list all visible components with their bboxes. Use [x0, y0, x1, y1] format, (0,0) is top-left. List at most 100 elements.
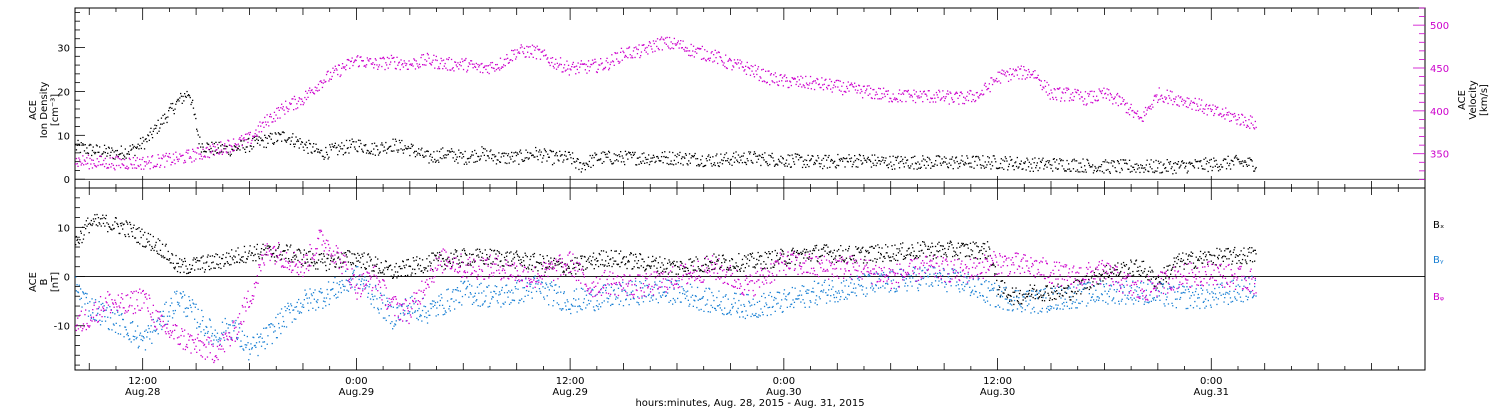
data-point	[120, 145, 122, 147]
data-point	[119, 166, 122, 169]
data-point	[600, 152, 603, 154]
data-point	[437, 260, 439, 262]
data-point	[575, 65, 578, 67]
data-point	[785, 162, 787, 164]
data-point	[1036, 293, 1038, 295]
data-point	[1219, 248, 1221, 250]
data-point	[963, 164, 966, 166]
data-point	[231, 257, 233, 259]
data-point	[846, 157, 848, 159]
data-point	[652, 157, 654, 159]
data-point	[524, 56, 526, 58]
data-point	[1224, 118, 1226, 120]
data-point	[937, 96, 939, 99]
data-point	[238, 261, 241, 264]
data-point	[676, 43, 678, 45]
data-point	[1237, 119, 1239, 121]
data-point	[1094, 275, 1096, 277]
data-point	[815, 82, 817, 84]
data-point	[475, 152, 477, 155]
data-point	[131, 231, 133, 233]
data-point	[257, 253, 259, 255]
data-point	[143, 161, 146, 163]
data-point	[295, 306, 298, 308]
data-point	[280, 259, 282, 261]
data-point	[338, 64, 340, 66]
data-point	[1186, 263, 1188, 265]
data-point	[489, 248, 491, 250]
data-point	[1027, 293, 1029, 296]
data-point	[294, 258, 296, 260]
data-point	[260, 139, 263, 142]
data-point	[259, 144, 261, 146]
data-point	[1106, 88, 1108, 90]
data-point	[228, 153, 230, 155]
data-point	[612, 163, 614, 165]
data-point	[926, 161, 928, 163]
data-point	[890, 165, 893, 167]
data-point	[687, 269, 689, 272]
data-point	[100, 225, 102, 227]
data-point	[558, 64, 560, 67]
data-point	[732, 265, 734, 267]
data-point	[1061, 165, 1063, 167]
data-point	[500, 67, 502, 69]
data-point	[563, 270, 565, 272]
data-point	[256, 333, 258, 335]
data-point	[458, 149, 460, 151]
data-point	[92, 159, 94, 161]
data-point	[355, 141, 357, 143]
data-point	[111, 229, 113, 231]
data-point	[1119, 171, 1121, 174]
data-point	[341, 63, 344, 65]
data-point	[324, 156, 326, 159]
data-point	[1052, 158, 1055, 160]
data-point	[783, 75, 785, 77]
data-point	[504, 259, 506, 261]
data-point	[1018, 302, 1020, 304]
data-point	[1128, 168, 1130, 170]
data-point	[423, 156, 425, 158]
data-point	[818, 256, 820, 258]
data-point	[958, 163, 960, 165]
data-point	[656, 38, 659, 40]
data-point	[376, 145, 378, 147]
data-point	[648, 44, 650, 47]
data-point	[1031, 158, 1034, 160]
data-point	[926, 95, 928, 97]
data-point	[283, 250, 285, 252]
data-point	[607, 255, 609, 257]
data-point	[753, 151, 756, 153]
data-point	[706, 50, 708, 53]
data-point	[273, 331, 275, 333]
data-point	[828, 253, 830, 256]
data-point	[110, 151, 112, 153]
data-point	[121, 313, 123, 315]
data-point	[1205, 254, 1207, 256]
data-point	[1245, 126, 1248, 128]
data-point	[701, 45, 703, 48]
data-point	[177, 262, 179, 264]
data-point	[103, 159, 105, 162]
data-point	[889, 155, 891, 158]
data-point	[628, 151, 630, 153]
data-point	[371, 143, 373, 145]
data-point	[268, 324, 271, 326]
data-point	[845, 248, 847, 251]
data-point	[805, 249, 808, 251]
data-point	[672, 263, 674, 265]
data-point	[807, 251, 809, 253]
data-point	[815, 247, 817, 249]
data-point	[285, 140, 287, 142]
data-point	[95, 144, 98, 146]
data-point	[547, 61, 550, 63]
data-point	[745, 163, 748, 166]
data-point	[1220, 163, 1222, 166]
velocity-series	[75, 36, 1257, 171]
data-point	[95, 319, 97, 322]
data-point	[316, 87, 318, 89]
data-point	[550, 57, 552, 59]
data-point	[975, 242, 977, 244]
data-point	[189, 299, 191, 302]
data-point	[834, 257, 836, 259]
